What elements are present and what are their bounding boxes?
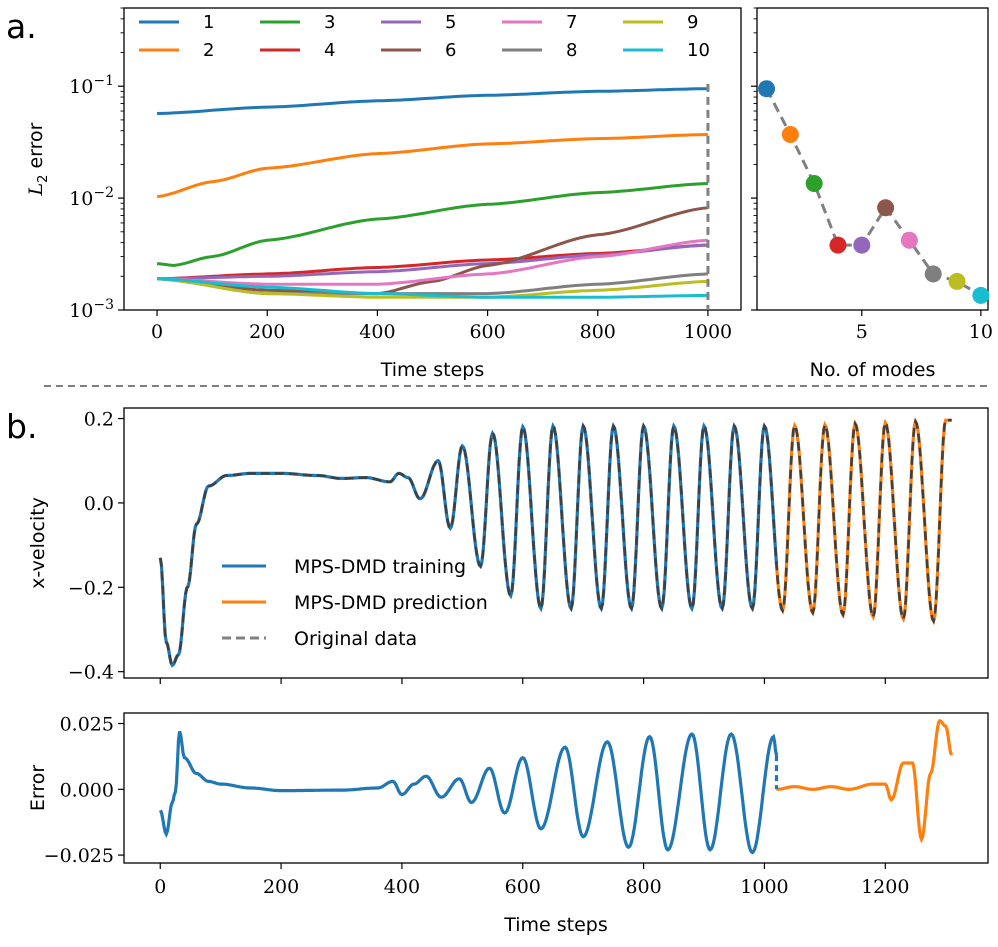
legend-label: 2 [203, 40, 214, 61]
x-tick-label: 600 [469, 321, 505, 343]
plot-frame [123, 407, 989, 679]
connector-line [765, 88, 982, 297]
data-point [924, 265, 942, 283]
chart-b-top: −0.4 −0.2 0.0 0.2 x-velocity MPS-DMD training… [27, 407, 989, 684]
data-point [972, 286, 990, 304]
legend-label: MPS-DMD prediction [294, 592, 488, 614]
y-tick-label: 10−1 [69, 73, 114, 98]
series-line-prediction-error [776, 718, 954, 844]
legend-label: 5 [445, 12, 456, 33]
series-line-3 [156, 182, 708, 268]
y-tick-label: 0.025 [60, 714, 114, 736]
legend-label: 8 [566, 40, 577, 61]
x-tick-label: 1000 [740, 876, 788, 898]
y-axis-label: x-velocity [27, 497, 49, 589]
legend-label: 7 [566, 12, 577, 33]
charts: 0 200 400 600 800 1000 10−3 10−2 10−1 Time steps L… [25, 7, 993, 936]
y-tick-label: 0.000 [60, 779, 114, 801]
y-tick-label: 10−2 [69, 185, 114, 210]
legend-label: 3 [324, 12, 335, 33]
x-tick-label: 800 [625, 876, 661, 898]
x-tick-label: 1000 [684, 321, 732, 343]
legend: 1 2 3 4 5 6 7 8 9 10 [139, 12, 710, 61]
legend-label: Original data [294, 628, 417, 650]
data-point [948, 272, 966, 290]
legend-label: 9 [687, 12, 698, 33]
series-line-4 [157, 243, 708, 281]
x-tick-label: 400 [359, 321, 395, 343]
panel-label-b: b. [6, 407, 37, 446]
y-tick-label: 0.0 [84, 493, 114, 515]
x-tick-label: 1200 [861, 876, 909, 898]
y-tick-label: −0.025 [44, 845, 114, 867]
plot-frame [123, 712, 989, 864]
chart-a-left: 0 200 400 600 800 1000 10−3 10−2 10−1 Time steps L… [25, 7, 742, 381]
x-tick-label: 10 [969, 321, 993, 343]
panel-label-a: a. [6, 7, 37, 46]
series-line-2 [156, 133, 708, 199]
plot-frame [756, 7, 989, 311]
data-point [829, 236, 847, 254]
x-axis-label: Time steps [380, 359, 485, 381]
chart-b-bottom: 0 200 400 600 800 1000 1200 −0.025 0.000 0.025 Tim… [27, 712, 989, 936]
legend-label: 10 [687, 40, 710, 61]
data-point [900, 231, 918, 249]
legend-label: 4 [324, 40, 335, 61]
y-tick-label: 0.2 [84, 409, 114, 431]
chart-a-right: 5 10 No. of modes [751, 7, 993, 381]
x-tick-label: 0 [151, 321, 163, 343]
x-axis-label: Time steps [503, 914, 608, 936]
series-line-1 [157, 87, 708, 115]
data-point [877, 199, 895, 217]
legend-label: 1 [203, 12, 214, 33]
x-axis-label: No. of modes [810, 359, 936, 381]
legend-label: MPS-DMD training [294, 556, 466, 578]
x-tick-label: 200 [263, 876, 299, 898]
y-axis-label: L2 error [25, 122, 51, 196]
y-tick-label: −0.2 [68, 577, 114, 599]
series-line-9 [157, 277, 708, 299]
legend-label: 6 [445, 40, 456, 61]
x-tick-label: 800 [580, 321, 616, 343]
x-tick-label: 200 [249, 321, 285, 343]
y-tick-label: −0.4 [68, 662, 114, 684]
series-line-6 [157, 206, 709, 296]
data-point [853, 236, 871, 254]
y-axis-label: Error [27, 765, 49, 812]
series-group [156, 83, 710, 310]
x-tick-label: 400 [384, 876, 420, 898]
x-tick-label: 0 [154, 876, 166, 898]
series-line-original [159, 417, 952, 668]
data-point [805, 175, 823, 193]
x-tick-label: 5 [856, 321, 868, 343]
legend: MPS-DMD training MPS-DMD prediction Origin… [222, 556, 488, 650]
plot-frame [123, 7, 742, 311]
series-line-7 [157, 238, 708, 286]
series-line-10 [157, 277, 708, 299]
data-point [758, 80, 776, 98]
y-tick-label: 10−3 [69, 297, 114, 322]
x-tick-label: 600 [505, 876, 541, 898]
data-point [781, 126, 799, 144]
series-line-training-error [158, 730, 779, 855]
